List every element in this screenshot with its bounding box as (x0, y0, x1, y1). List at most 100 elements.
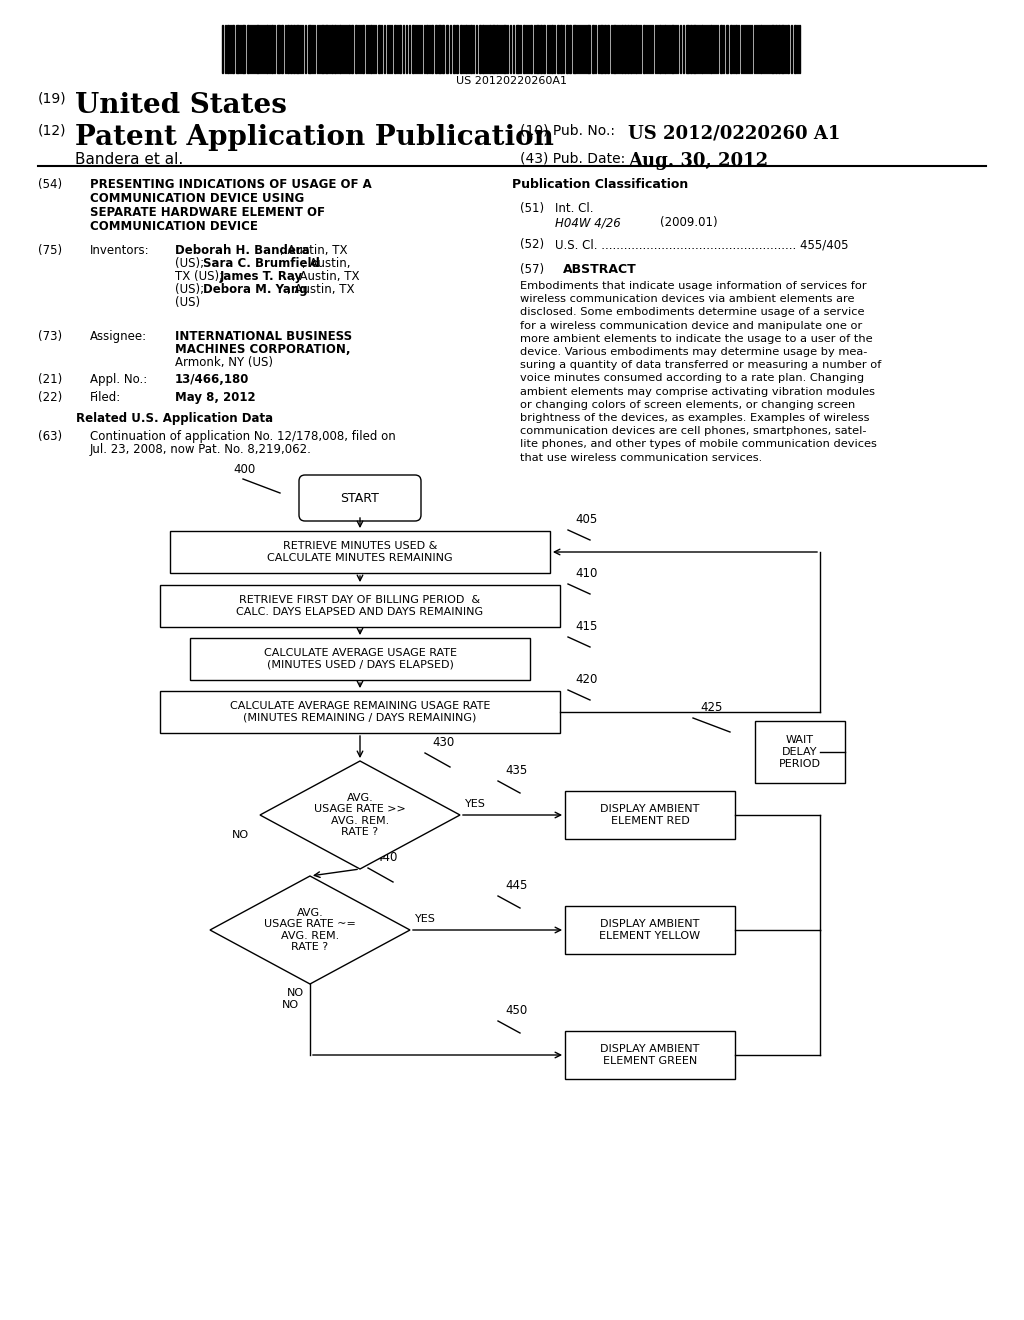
Text: Int. Cl.: Int. Cl. (555, 202, 594, 215)
Text: Aug. 30, 2012: Aug. 30, 2012 (628, 152, 768, 170)
Bar (247, 25, 249, 73)
Text: , Austin, TX: , Austin, TX (280, 244, 347, 257)
Text: ambient elements may comprise activating vibration modules: ambient elements may comprise activating… (520, 387, 874, 396)
Bar (720, 25, 722, 73)
Bar (160, 585, 560, 627)
Bar (160, 690, 560, 733)
Bar (643, 25, 645, 73)
Bar (592, 25, 594, 73)
Bar (339, 25, 341, 73)
Text: (19): (19) (38, 92, 67, 106)
Bar (760, 25, 762, 73)
Bar (778, 25, 780, 73)
Text: (75): (75) (38, 244, 62, 257)
Polygon shape (260, 762, 460, 869)
Bar (686, 25, 689, 73)
Bar (479, 25, 481, 73)
Text: (54): (54) (38, 178, 62, 191)
Bar (460, 25, 462, 73)
Text: (51): (51) (520, 202, 544, 215)
Text: (2009.01): (2009.01) (660, 216, 718, 228)
Text: ABSTRACT: ABSTRACT (563, 263, 637, 276)
Bar (446, 25, 449, 73)
Bar (566, 25, 568, 73)
Text: SEPARATE HARDWARE ELEMENT OF: SEPARATE HARDWARE ELEMENT OF (90, 206, 325, 219)
Text: James T. Ray: James T. Ray (220, 271, 303, 282)
Polygon shape (210, 876, 410, 983)
Bar (624, 25, 626, 73)
Bar (348, 25, 350, 73)
Bar (607, 25, 609, 73)
Bar (435, 25, 437, 73)
Bar (565, 791, 735, 840)
Bar (170, 531, 550, 573)
Text: DISPLAY AMBIENT
ELEMENT RED: DISPLAY AMBIENT ELEMENT RED (600, 804, 699, 826)
Bar (442, 25, 444, 73)
Text: (10) Pub. No.:: (10) Pub. No.: (520, 124, 615, 139)
Bar (438, 25, 441, 73)
Bar (771, 25, 774, 73)
Bar (726, 25, 728, 73)
Bar (565, 1031, 735, 1078)
Bar (530, 25, 532, 73)
Text: (43) Pub. Date:: (43) Pub. Date: (520, 152, 626, 166)
Text: 425: 425 (700, 701, 722, 714)
Bar (755, 721, 845, 783)
Bar (426, 25, 428, 73)
Bar (355, 25, 357, 73)
Text: (57): (57) (520, 263, 544, 276)
Bar (370, 25, 372, 73)
Bar (659, 25, 662, 73)
Bar (489, 25, 490, 73)
Bar (492, 25, 495, 73)
Text: (22): (22) (38, 391, 62, 404)
Text: 405: 405 (575, 513, 597, 525)
Text: NO: NO (232, 830, 249, 840)
Bar (236, 25, 239, 73)
Bar (693, 25, 696, 73)
Text: 415: 415 (575, 620, 597, 634)
Text: AVG.
USAGE RATE ~=
AVG. REM.
RATE ?: AVG. USAGE RATE ~= AVG. REM. RATE ? (264, 908, 356, 953)
Text: (52): (52) (520, 238, 544, 251)
Text: 430: 430 (432, 737, 455, 748)
Bar (456, 25, 458, 73)
Bar (325, 25, 328, 73)
Bar (604, 25, 606, 73)
Text: Patent Application Publication: Patent Application Publication (75, 124, 554, 150)
Bar (635, 25, 637, 73)
Text: Assignee:: Assignee: (90, 330, 147, 343)
Bar (334, 25, 336, 73)
Bar (565, 906, 735, 954)
Text: disclosed. Some embodiments determine usage of a service: disclosed. Some embodiments determine us… (520, 308, 864, 317)
Bar (482, 25, 484, 73)
FancyBboxPatch shape (299, 475, 421, 521)
Text: DISPLAY AMBIENT
ELEMENT YELLOW: DISPLAY AMBIENT ELEMENT YELLOW (599, 919, 700, 941)
Bar (256, 25, 259, 73)
Text: WAIT
DELAY
PERIOD: WAIT DELAY PERIOD (779, 735, 821, 768)
Text: (US);: (US); (175, 282, 208, 296)
Bar (190, 638, 530, 680)
Text: 410: 410 (575, 568, 597, 579)
Text: NO: NO (282, 1001, 299, 1010)
Text: 13/466,180: 13/466,180 (175, 374, 250, 385)
Text: CALCULATE AVERAGE REMAINING USAGE RATE
(MINUTES REMAINING / DAYS REMAINING): CALCULATE AVERAGE REMAINING USAGE RATE (… (229, 701, 490, 723)
Bar (557, 25, 559, 73)
Bar (664, 25, 666, 73)
Text: TX (US);: TX (US); (175, 271, 227, 282)
Bar (560, 25, 562, 73)
Text: Embodiments that indicate usage information of services for: Embodiments that indicate usage informat… (520, 281, 866, 290)
Text: (73): (73) (38, 330, 62, 343)
Bar (710, 25, 712, 73)
Bar (523, 25, 525, 73)
Bar (540, 25, 542, 73)
Text: RETRIEVE FIRST DAY OF BILLING PERIOD  &
CALC. DAYS ELAPSED AND DAYS REMAINING: RETRIEVE FIRST DAY OF BILLING PERIOD & C… (237, 595, 483, 616)
Text: 445: 445 (505, 879, 527, 892)
Text: CALCULATE AVERAGE USAGE RATE
(MINUTES USED / DAYS ELAPSED): CALCULATE AVERAGE USAGE RATE (MINUTES US… (263, 648, 457, 669)
Bar (701, 25, 703, 73)
Bar (587, 25, 590, 73)
Bar (232, 25, 234, 73)
Bar (394, 25, 396, 73)
Text: Inventors:: Inventors: (90, 244, 150, 257)
Bar (516, 25, 519, 73)
Text: AVG.
USAGE RATE >>
AVG. REM.
RATE ?: AVG. USAGE RATE >> AVG. REM. RATE ? (314, 792, 406, 837)
